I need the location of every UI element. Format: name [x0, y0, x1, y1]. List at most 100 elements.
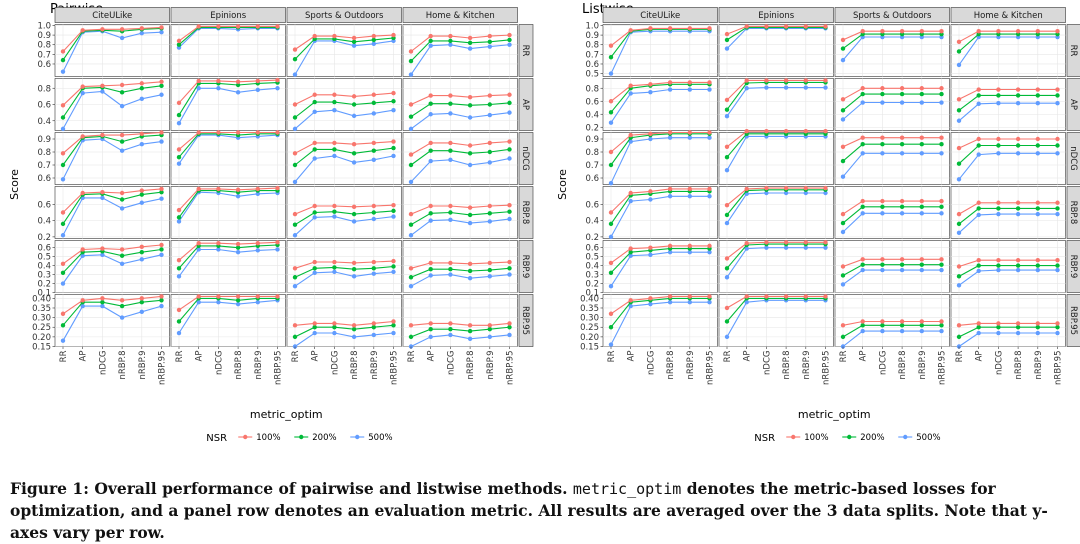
- data-point: [648, 296, 653, 301]
- series-line-100pct: [610, 295, 710, 315]
- data-point: [467, 94, 473, 100]
- data-point: [840, 158, 846, 164]
- data-point: [507, 332, 512, 338]
- x-tick-label: nDCG: [98, 351, 108, 375]
- data-point: [216, 24, 221, 29]
- data-point: [408, 126, 414, 132]
- x-tick-label: nRBP.9: [802, 351, 812, 380]
- x-tick-label: RR: [291, 350, 301, 362]
- panel: [286, 186, 402, 239]
- data-point: [764, 129, 769, 134]
- data-point: [919, 86, 924, 91]
- series-line-500pct: [410, 274, 510, 287]
- y-tick-label: 0.25: [32, 323, 51, 333]
- series-line-200pct: [294, 324, 394, 338]
- x-tick-label: RR: [839, 350, 849, 362]
- data-point: [1035, 143, 1041, 148]
- panel-background: [950, 186, 1066, 239]
- data-point: [919, 267, 924, 273]
- data-point: [996, 325, 1001, 330]
- data-point: [608, 210, 614, 215]
- data-point: [448, 93, 453, 98]
- data-point: [428, 93, 433, 98]
- data-point: [448, 203, 453, 209]
- data-point: [216, 247, 221, 252]
- series-line-100pct: [410, 261, 510, 269]
- x-tick-label: nRBP.9: [918, 351, 928, 380]
- x-tick-label: nRBP.9: [486, 351, 496, 380]
- data-point: [724, 155, 730, 160]
- data-point: [899, 151, 905, 156]
- panel: [602, 240, 718, 293]
- data-point: [371, 210, 376, 215]
- data-point: [608, 342, 614, 347]
- data-point: [707, 186, 712, 192]
- data-point: [976, 101, 981, 107]
- legend-label: 500%: [368, 433, 392, 443]
- panel: [602, 186, 718, 240]
- panel: [54, 130, 170, 185]
- series-line-100pct: [842, 258, 942, 268]
- data-point: [408, 49, 414, 54]
- data-point: [783, 129, 789, 134]
- data-point: [216, 240, 221, 246]
- panel: [718, 294, 834, 347]
- y-tick-label: 0.7: [37, 161, 51, 171]
- data-point: [507, 209, 512, 214]
- series-line-200pct: [62, 27, 162, 61]
- data-point: [60, 69, 66, 74]
- data-point: [332, 99, 337, 105]
- series-line-100pct: [958, 88, 1058, 100]
- data-point: [939, 142, 944, 147]
- column-strip: [54, 7, 170, 23]
- series-line-100pct: [726, 130, 826, 148]
- x-tick-label: nRBP.8: [782, 351, 792, 380]
- y-tick-label: 0.30: [580, 314, 599, 324]
- series-line-200pct: [610, 190, 710, 225]
- series-line-500pct: [62, 138, 162, 180]
- row-strip: [518, 294, 534, 347]
- data-point: [996, 200, 1001, 205]
- data-point: [487, 33, 492, 39]
- data-point: [312, 92, 317, 97]
- data-point: [351, 102, 357, 107]
- data-point: [939, 91, 944, 97]
- data-point: [235, 79, 241, 84]
- facet-pairwise: PairwiseCiteULikeEpinionsSports & Outdoo…: [8, 2, 534, 444]
- series-line-200pct: [726, 243, 826, 269]
- data-point: [408, 72, 414, 77]
- data-point: [371, 321, 376, 326]
- series-line-200pct: [410, 148, 510, 166]
- data-point: [351, 211, 357, 217]
- data-point: [391, 90, 396, 96]
- x-tick-label: AP: [859, 351, 869, 362]
- series-line-500pct: [610, 251, 710, 287]
- series-line-100pct: [178, 25, 278, 42]
- data-point: [1055, 263, 1060, 268]
- data-point: [648, 136, 653, 142]
- data-point: [351, 160, 357, 165]
- data-point: [976, 29, 981, 34]
- data-point: [100, 195, 105, 201]
- data-point: [176, 155, 182, 160]
- data-point: [783, 190, 789, 196]
- data-point: [60, 233, 66, 238]
- series-line-200pct: [958, 265, 1058, 277]
- x-tick-label: nRBP.95: [822, 351, 832, 385]
- y-tick-label: 0.6: [585, 174, 599, 184]
- data-point: [707, 80, 712, 85]
- data-point: [176, 161, 182, 166]
- data-point: [667, 26, 673, 31]
- data-point: [996, 258, 1001, 263]
- data-point: [487, 260, 492, 266]
- series-line-100pct: [294, 92, 394, 105]
- data-point: [80, 190, 85, 196]
- panel-background: [718, 24, 834, 77]
- data-point: [939, 29, 944, 34]
- data-point: [803, 185, 808, 191]
- x-tick-label: nRBP.95: [274, 351, 284, 385]
- data-point: [292, 284, 298, 289]
- data-point: [860, 151, 865, 156]
- data-point: [428, 211, 433, 216]
- data-point: [60, 49, 66, 54]
